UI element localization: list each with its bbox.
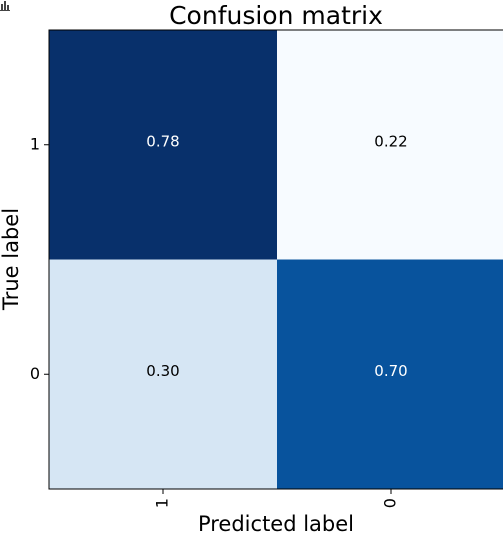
chart-title: Confusion matrix <box>169 1 383 30</box>
y-axis-ticks: 10 <box>30 134 49 383</box>
heatmap-cell-labels: 0.78 0.22 0.30 0.70 <box>146 132 407 380</box>
y-axis-label: True label <box>0 208 23 311</box>
y-tick-label-1: 1 <box>30 134 40 153</box>
cell-value-1-0: 0.22 <box>374 132 407 150</box>
heatmap-cell-0-1 <box>49 259 277 489</box>
cell-value-0-0: 0.70 <box>374 362 407 380</box>
chart-corner-icon <box>0 1 10 11</box>
heatmap-cell-1-0 <box>277 30 503 260</box>
plot-frame <box>48 29 503 490</box>
heatmap-cells <box>49 30 503 489</box>
cell-value-0-1: 0.30 <box>146 362 179 380</box>
cell-value-1-1: 0.78 <box>146 132 179 150</box>
x-tick-label-1: 1 <box>153 498 172 508</box>
x-tick-label-0: 0 <box>381 498 400 508</box>
heatmap-cell-1-1 <box>49 30 277 260</box>
y-tick-label-0: 0 <box>30 364 40 383</box>
x-axis-label: Predicted label <box>198 512 354 536</box>
heatmap-cell-0-0 <box>277 259 503 489</box>
